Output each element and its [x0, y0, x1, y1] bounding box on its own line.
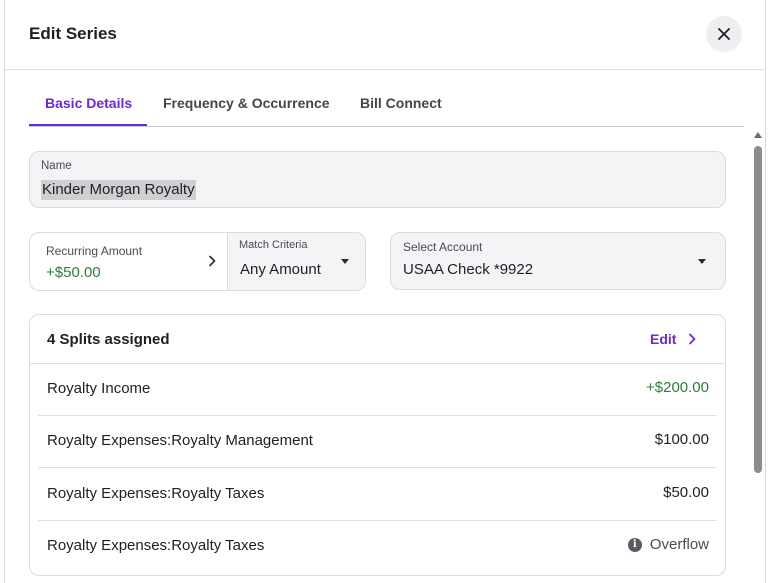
splits-title: 4 Splits assigned [47, 331, 170, 348]
tab-frequency-occurrence[interactable]: Frequency & Occurrence [163, 95, 330, 111]
chevron-right-icon [209, 255, 216, 267]
select-account-dropdown[interactable]: Select Account USAA Check *9922 [390, 232, 726, 290]
scroll-up-arrow-icon[interactable] [754, 132, 762, 138]
split-amount: $50.00 [663, 484, 709, 501]
split-name: Royalty Expenses:Royalty Taxes [47, 537, 265, 554]
name-field[interactable]: Name Kinder Morgan Royalty [29, 151, 726, 208]
match-criteria-select[interactable]: Match Criteria Any Amount [228, 233, 365, 290]
dialog-header: Edit Series [5, 0, 765, 70]
caret-down-icon [341, 259, 349, 264]
close-button[interactable] [706, 16, 742, 52]
match-criteria-label: Match Criteria [239, 239, 308, 251]
split-amount-value: $100.00 [654, 431, 709, 448]
split-amount-value: $50.00 [663, 484, 709, 501]
name-field-label: Name [41, 160, 72, 172]
edit-series-dialog: Edit Series Basic Details Frequency & Oc… [4, 0, 766, 583]
split-amount-value: +$200.00 [646, 379, 709, 396]
amount-criteria-group: Recurring Amount +$50.00 Match Criteria … [29, 232, 366, 291]
caret-down-icon [698, 259, 706, 264]
active-tab-indicator [29, 124, 147, 126]
name-field-value[interactable]: Kinder Morgan Royalty [41, 180, 196, 200]
split-amount: i Overflow [627, 536, 709, 553]
info-icon[interactable]: i [627, 537, 642, 552]
tab-bill-connect[interactable]: Bill Connect [360, 95, 442, 111]
tab-basic-details[interactable]: Basic Details [45, 95, 133, 111]
chevron-right-icon [689, 333, 696, 345]
splits-card: 4 Splits assigned Edit Royalty Income +$… [29, 314, 726, 576]
close-icon [718, 28, 730, 40]
select-account-label: Select Account [403, 240, 483, 254]
edit-splits-label: Edit [650, 331, 677, 347]
split-name: Royalty Income [47, 380, 151, 397]
recurring-amount-value: +$50.00 [46, 264, 101, 281]
split-row: Royalty Expenses:Royalty Taxes $50.00 [38, 469, 717, 521]
split-amount: +$200.00 [646, 379, 709, 396]
split-amount-value: Overflow [649, 536, 709, 553]
split-name: Royalty Expenses:Royalty Management [47, 432, 313, 449]
split-row: Royalty Income +$200.00 [38, 364, 717, 416]
split-row: Royalty Expenses:Royalty Management $100… [38, 416, 717, 468]
scrollbar[interactable] [752, 130, 764, 583]
split-row: Royalty Expenses:Royalty Taxes i Overflo… [38, 521, 717, 573]
dialog-title: Edit Series [29, 24, 117, 43]
recurring-amount-label: Recurring Amount [46, 244, 143, 258]
split-amount: $100.00 [655, 431, 709, 448]
tab-bar: Basic Details Frequency & Occurrence Bil… [29, 86, 744, 127]
edit-splits-button[interactable]: Edit [650, 331, 696, 347]
scrollbar-thumb[interactable] [754, 146, 762, 473]
split-name: Royalty Expenses:Royalty Taxes [47, 485, 265, 502]
recurring-amount-button[interactable]: Recurring Amount +$50.00 [30, 233, 228, 290]
splits-header: 4 Splits assigned Edit [30, 315, 725, 364]
match-criteria-value: Any Amount [240, 261, 321, 278]
select-account-value: USAA Check *9922 [403, 261, 534, 278]
